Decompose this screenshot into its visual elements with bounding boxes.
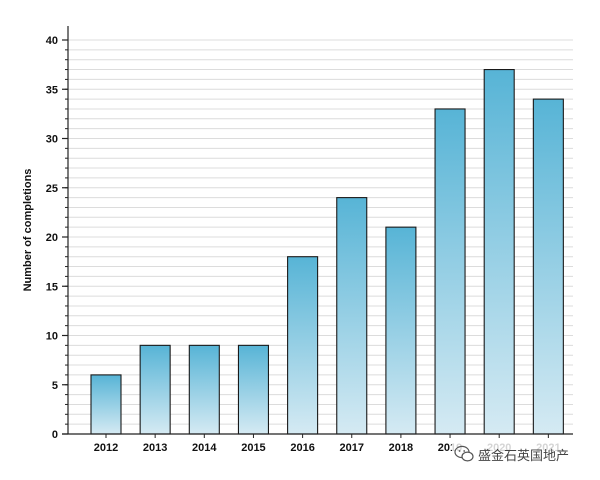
bar-2020 [483,69,515,435]
bar-2013 [139,344,171,435]
x-tick-label: 2015 [241,442,265,454]
wechat-icon [454,445,474,462]
y-tick-label: 10 [46,331,58,343]
x-tick-label: 2013 [143,442,167,454]
bar-2012 [90,374,122,435]
y-tick-label: 30 [46,134,58,146]
x-tick-label: 2014 [192,442,217,454]
bars [90,69,564,435]
watermark-text: 盛金石英国地产 [478,448,570,464]
y-tick-label: 40 [46,35,58,47]
bar-2019 [434,108,466,435]
bar-2016 [287,256,319,435]
y-tick-label: 25 [46,183,58,195]
y-tick-label: 35 [46,84,58,96]
axes [62,26,573,438]
y-axis-title: Number of completions [22,169,34,292]
bar-2021 [532,98,564,435]
bar-2014 [188,344,220,435]
y-tick-label: 15 [46,281,58,293]
y-tick-label: 20 [46,232,58,244]
y-tick-label: 5 [52,380,58,392]
x-tick-label: 2016 [290,442,314,454]
watermark: 盛金石英国地产 [452,443,574,465]
y-tick-label: 0 [52,429,58,441]
bar-2015 [237,344,269,435]
bar-2018 [385,226,417,435]
x-tick-label: 2018 [389,442,413,454]
bar-2017 [336,197,368,435]
x-tick-label: 2017 [340,442,364,454]
x-tick-label: 2012 [94,442,118,454]
